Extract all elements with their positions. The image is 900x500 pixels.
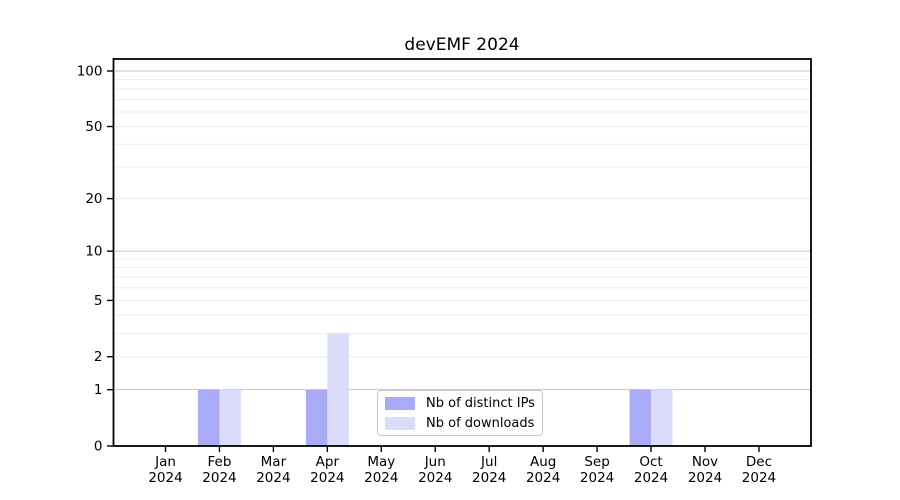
x-tick-label: Nov 2024 (688, 454, 722, 486)
plot-frame (112, 58, 812, 447)
x-tick-label: Jun 2024 (418, 454, 452, 486)
chart-title: devEMF 2024 (404, 35, 520, 55)
legend-swatch-downloads (385, 416, 415, 430)
x-tick-label: Feb 2024 (202, 454, 236, 486)
x-tick-label: Mar 2024 (256, 454, 290, 486)
legend-swatch-distinct-ips (385, 396, 415, 410)
y-tick-label: 2 (94, 349, 103, 365)
bar-distinct-ips-feb (197, 389, 220, 446)
y-tick-label: 1 (94, 382, 103, 398)
y-tick-label: 10 (85, 244, 102, 260)
y-tick-label: 50 (85, 119, 102, 135)
legend: Nb of distinct IPs Nb of downloads (377, 390, 543, 436)
x-tick-label: Sep 2024 (580, 454, 614, 486)
x-tick-label: Jan 2024 (148, 454, 182, 486)
legend-label-downloads: Nb of downloads (426, 415, 535, 431)
x-tick-label: Jul 2024 (472, 454, 506, 486)
bar-downloads-apr (327, 333, 349, 446)
bar-distinct-ips-apr (305, 389, 328, 446)
x-tick-label: Dec 2024 (742, 454, 776, 486)
bar-downloads-oct (651, 389, 673, 446)
bar-distinct-ips-oct (629, 389, 652, 446)
legend-label-distinct-ips: Nb of distinct IPs (426, 395, 535, 411)
y-tick-label: 100 (77, 64, 103, 80)
x-tick-label: May 2024 (364, 454, 398, 486)
x-tick-label: Oct 2024 (634, 454, 668, 486)
x-tick-label: Aug 2024 (526, 454, 560, 486)
x-tick-label: Apr 2024 (310, 454, 344, 486)
y-tick-label: 0 (94, 439, 103, 455)
legend-item-distinct-ips: Nb of distinct IPs (378, 395, 542, 411)
bar-downloads-feb (219, 389, 241, 446)
legend-item-downloads: Nb of downloads (378, 415, 542, 431)
y-tick-label: 20 (85, 191, 102, 207)
y-tick-label: 5 (94, 293, 103, 309)
